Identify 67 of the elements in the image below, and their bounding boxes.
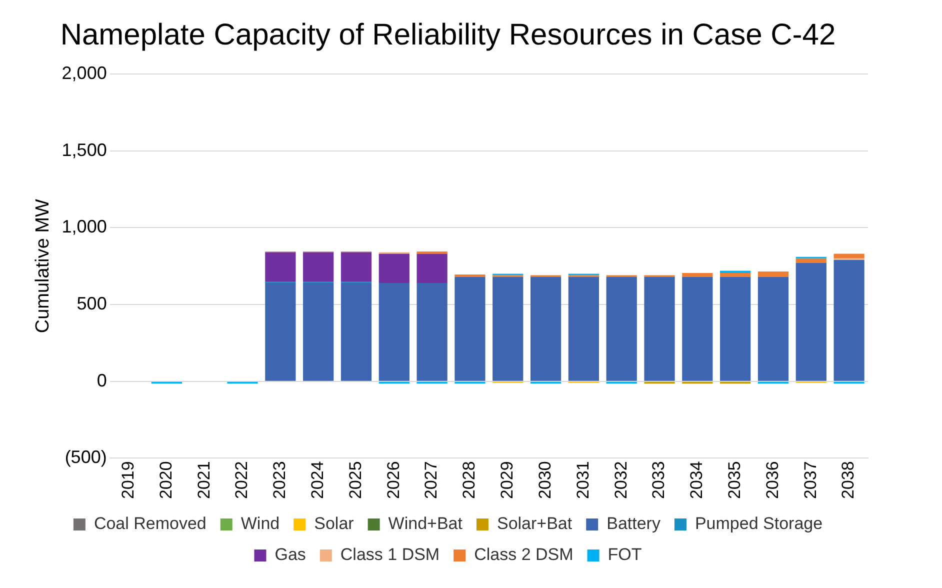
bar [303,282,334,381]
chart-title: Nameplate Capacity of Reliability Resources in Case C-42 [60,18,836,52]
bar [416,251,448,254]
legend-label: FOT [608,545,642,564]
y-tick-label: (500) [64,447,107,468]
bar [303,252,334,282]
bar [796,258,826,264]
bar [454,276,486,381]
y-tick-label: 0 [96,370,107,390]
bar [492,276,524,381]
bar [265,282,296,381]
x-tick-label: 2020 [156,461,176,500]
bar [834,260,864,381]
bar [340,252,372,282]
bar [568,276,599,381]
y-tick-label: 500 [76,293,107,314]
bar [720,270,751,274]
y-tick-label: 1,500 [62,140,107,160]
bar [682,273,713,277]
x-tick-label: 2035 [725,461,744,500]
bar [644,276,675,381]
bar [796,263,826,381]
x-tick-label: 2032 [611,461,630,500]
x-tick-label: 2024 [308,461,328,500]
y-tick-label: 2,000 [62,62,107,83]
legend-label: Class 2 DSM [474,545,574,564]
x-tick-label: 2026 [384,461,403,500]
x-tick-label: 2023 [270,461,290,500]
x-tick-label: 2027 [422,461,441,500]
bar [265,252,296,282]
bar [416,254,448,283]
bar [720,276,751,381]
bar [416,282,448,381]
bar [378,254,410,283]
legend-label: Wind+Bat [388,514,463,534]
x-tick-label: 2037 [800,461,820,500]
legend-label: Wind [240,514,280,534]
bar [530,276,562,381]
x-tick-label: 2028 [460,461,479,500]
legend-label: Solar+Bat [496,514,572,534]
x-tick-label: 2030 [535,461,554,500]
bar [682,276,713,381]
bar [720,273,751,277]
bar [758,276,789,381]
bar [834,254,864,258]
legend-label: Coal Removed [94,514,206,534]
bar [378,282,410,381]
x-tick-label: 2034 [687,461,706,500]
x-tick-label: 2019 [118,461,138,500]
y-tick-label: 1,000 [62,216,107,237]
legend-label: Solar [314,514,354,534]
x-tick-label: 2033 [649,461,668,500]
x-tick-label: 2038 [838,461,858,500]
y-axis-title: Cumulative MW [32,198,54,334]
legend-label: Class 1 DSM [340,545,440,564]
x-tick-label: 2029 [498,461,517,500]
x-tick-label: 2031 [573,461,592,500]
legend-label: Gas [274,545,306,564]
x-tick-label: 2022 [232,461,252,500]
x-tick-label: 2021 [194,461,214,500]
x-tick-label: 2036 [762,461,782,500]
legend-label: Battery [606,514,661,534]
bar [340,282,372,381]
bar [606,276,637,381]
bar [758,271,789,277]
x-tick-label: 2025 [346,461,365,500]
legend-label: Pumped Storage [694,514,823,534]
